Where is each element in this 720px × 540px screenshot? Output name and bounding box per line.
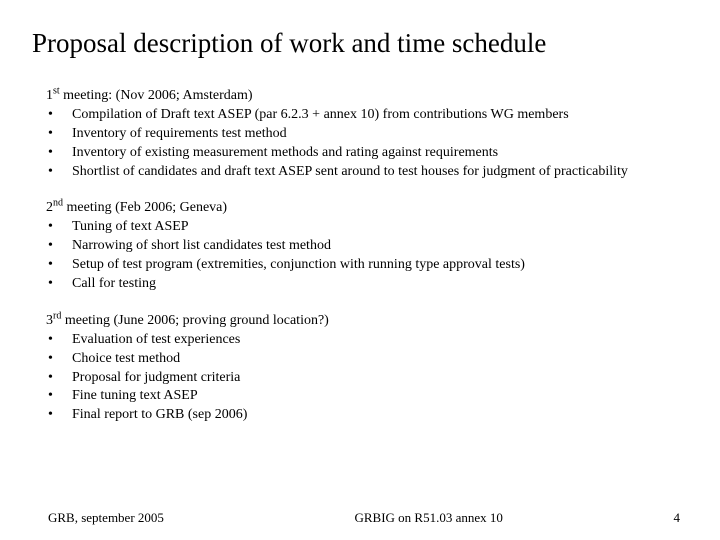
section-1-header: 1st meeting: (Nov 2006; Amsterdam)	[46, 87, 688, 106]
slide: Proposal description of work and time sc…	[0, 0, 720, 425]
ordinal-1-suffix: st	[53, 85, 60, 96]
list-item: Inventory of existing measurement method…	[46, 144, 688, 163]
list-item: Inventory of requirements test method	[46, 125, 688, 144]
ordinal-2-suffix: nd	[53, 198, 63, 209]
section-2-header: 2nd meeting (Feb 2006; Geneva)	[46, 199, 688, 218]
section-3-list: Evaluation of test experiences Choice te…	[46, 331, 688, 425]
list-item: Fine tuning text ASEP	[46, 387, 688, 406]
list-item: Proposal for judgment criteria	[46, 369, 688, 388]
header-3-rest: meeting (June 2006; proving ground locat…	[61, 313, 329, 328]
section-1-list: Compilation of Draft text ASEP (par 6.2.…	[46, 106, 688, 182]
section-2: 2nd meeting (Feb 2006; Geneva) Tuning of…	[46, 199, 688, 293]
list-item: Evaluation of test experiences	[46, 331, 688, 350]
list-item: Setup of test program (extremities, conj…	[46, 256, 688, 275]
list-item: Narrowing of short list candidates test …	[46, 237, 688, 256]
list-item: Call for testing	[46, 275, 688, 294]
content-area: 1st meeting: (Nov 2006; Amsterdam) Compi…	[32, 87, 688, 425]
section-3-header: 3rd meeting (June 2006; proving ground l…	[46, 312, 688, 331]
section-3: 3rd meeting (June 2006; proving ground l…	[46, 312, 688, 425]
ordinal-2: 2	[46, 200, 53, 215]
footer: GRB, september 2005 GRBIG on R51.03 anne…	[0, 510, 720, 526]
list-item: Compilation of Draft text ASEP (par 6.2.…	[46, 106, 688, 125]
list-item: Shortlist of candidates and draft text A…	[46, 163, 688, 182]
section-2-list: Tuning of text ASEP Narrowing of short l…	[46, 218, 688, 294]
page-number: 4	[674, 510, 681, 526]
footer-center: GRBIG on R51.03 annex 10	[164, 510, 674, 526]
section-1: 1st meeting: (Nov 2006; Amsterdam) Compi…	[46, 87, 688, 181]
page-title: Proposal description of work and time sc…	[32, 28, 688, 59]
ordinal-1: 1	[46, 88, 53, 103]
header-1-rest: meeting: (Nov 2006; Amsterdam)	[60, 88, 253, 103]
list-item: Choice test method	[46, 350, 688, 369]
ordinal-3: 3	[46, 313, 53, 328]
footer-left: GRB, september 2005	[48, 510, 164, 526]
list-item: Final report to GRB (sep 2006)	[46, 406, 688, 425]
list-item: Tuning of text ASEP	[46, 218, 688, 237]
header-2-rest: meeting (Feb 2006; Geneva)	[63, 200, 227, 215]
